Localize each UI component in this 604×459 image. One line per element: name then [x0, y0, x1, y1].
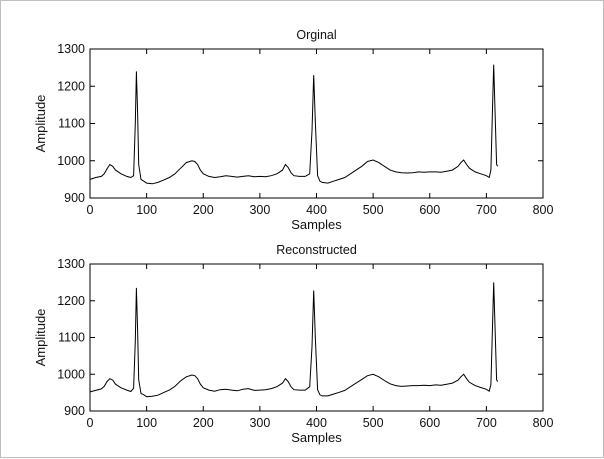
x-tick-label: 400	[306, 203, 327, 217]
y-tick-label: 1100	[58, 331, 85, 345]
x-axis-label-2: Samples	[291, 430, 342, 445]
x-tick-label: 100	[136, 203, 157, 217]
y-tick-label: 1000	[57, 367, 85, 381]
x-tick-label: 500	[363, 203, 384, 217]
y-axis-label-1: Amplitude	[33, 95, 48, 153]
y-tick-label: 1100	[58, 117, 85, 131]
x-tick-label: 300	[249, 203, 270, 217]
x-tick-label: 600	[419, 416, 440, 430]
x-tick-label: 0	[87, 416, 94, 430]
x-tick-label: 700	[476, 416, 497, 430]
x-tick-label: 600	[419, 203, 440, 217]
x-tick-label: 200	[193, 203, 214, 217]
x-tick-label: 500	[363, 416, 384, 430]
y-tick-label: 1300	[57, 42, 85, 56]
x-tick-label: 800	[533, 203, 554, 217]
x-tick-label: 0	[87, 203, 94, 217]
x-tick-label: 700	[476, 203, 497, 217]
x-tick-label: 300	[249, 416, 270, 430]
y-tick-label: 900	[64, 191, 85, 205]
y-tick-label: 1200	[57, 294, 85, 308]
ecg-series-line-2	[89, 282, 499, 398]
x-tick-label: 400	[306, 416, 327, 430]
y-tick-label: 1300	[57, 257, 85, 271]
plot-title-2: Reconstructed	[276, 243, 357, 257]
y-tick-label: 1000	[57, 154, 85, 168]
plot-title-1: Orginal	[296, 28, 336, 42]
ecg-series-line-1	[89, 64, 499, 185]
plot-area-2	[89, 263, 544, 412]
y-tick-label: 900	[64, 404, 85, 418]
x-tick-label: 800	[533, 416, 554, 430]
x-tick-label: 100	[136, 416, 157, 430]
x-tick-label: 200	[193, 416, 214, 430]
x-axis-label-1: Samples	[291, 217, 342, 232]
plot-area-1	[89, 48, 544, 199]
y-axis-label-2: Amplitude	[33, 309, 48, 367]
y-tick-label: 1200	[57, 79, 85, 93]
